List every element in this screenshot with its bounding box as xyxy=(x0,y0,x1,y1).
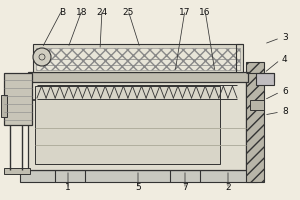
Bar xyxy=(246,62,264,182)
Circle shape xyxy=(33,48,51,66)
Bar xyxy=(28,72,248,82)
Text: 5: 5 xyxy=(135,183,141,192)
Text: 17: 17 xyxy=(179,8,191,17)
Bar xyxy=(250,100,264,110)
Text: 16: 16 xyxy=(199,8,211,17)
Text: 8: 8 xyxy=(282,108,288,116)
Text: 7: 7 xyxy=(182,183,188,192)
Text: 4: 4 xyxy=(282,55,288,64)
Bar xyxy=(36,48,240,70)
Bar xyxy=(20,170,257,182)
Bar xyxy=(28,80,246,170)
Text: 3: 3 xyxy=(282,33,288,43)
Text: 25: 25 xyxy=(122,8,134,17)
Text: 2: 2 xyxy=(225,183,231,192)
Bar xyxy=(35,86,220,164)
Bar xyxy=(4,73,32,125)
Text: 18: 18 xyxy=(76,8,88,17)
Text: 24: 24 xyxy=(96,8,108,17)
Bar xyxy=(4,168,30,174)
Text: 6: 6 xyxy=(282,88,288,97)
Bar xyxy=(1,95,7,117)
Bar xyxy=(256,73,274,85)
Text: 1: 1 xyxy=(65,183,71,192)
Bar xyxy=(33,44,243,72)
Text: B: B xyxy=(59,8,65,17)
